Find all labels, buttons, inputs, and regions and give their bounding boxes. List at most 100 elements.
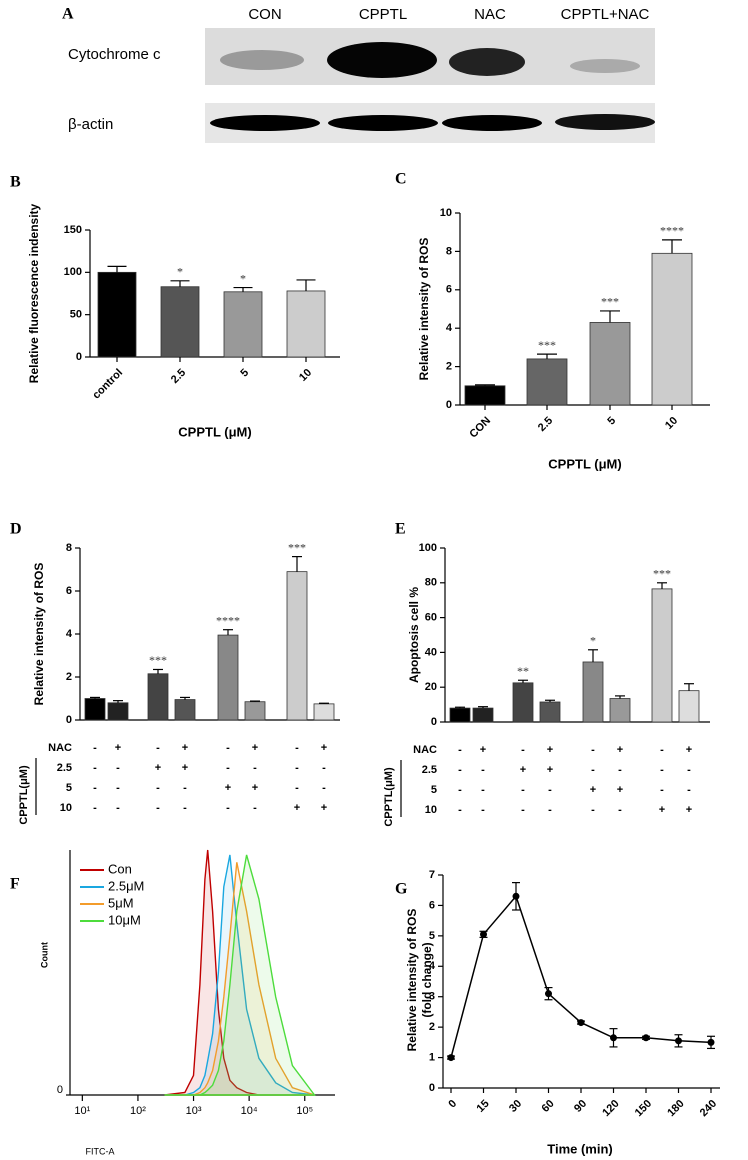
condition-mark: - bbox=[156, 802, 160, 814]
condition-mark: - bbox=[687, 764, 691, 776]
line bbox=[450, 894, 712, 1058]
panel-letter: D bbox=[10, 521, 22, 538]
condition-mark: - bbox=[93, 782, 97, 794]
significance: *** bbox=[149, 653, 167, 667]
condition-mark: - bbox=[458, 744, 462, 756]
x-axis-label: CPPTL (μM) bbox=[548, 456, 621, 471]
condition-mark: + bbox=[155, 762, 161, 774]
panel-letter: B bbox=[10, 174, 21, 191]
point bbox=[545, 990, 552, 998]
y-tick-label: 6 bbox=[66, 585, 72, 597]
condition-mark: - bbox=[591, 764, 595, 776]
legend-label: 5μM bbox=[108, 895, 134, 910]
condition-mark: - bbox=[521, 744, 525, 756]
condition-mark: - bbox=[156, 742, 160, 754]
legend-label: Con bbox=[108, 861, 132, 876]
bar bbox=[147, 673, 169, 721]
x-tick-label: 120 bbox=[600, 1098, 621, 1119]
bar bbox=[217, 634, 239, 721]
condition-mark: - bbox=[481, 804, 485, 816]
condition-mark: - bbox=[156, 782, 160, 794]
bar bbox=[84, 698, 106, 721]
condition-mark: - bbox=[253, 762, 257, 774]
x-tick-label: 60 bbox=[540, 1098, 557, 1115]
y-tick-label: 40 bbox=[425, 646, 437, 658]
point bbox=[707, 1038, 715, 1046]
point bbox=[642, 1034, 650, 1042]
y-axis-label: (fold change) bbox=[420, 942, 434, 1017]
bar bbox=[449, 707, 471, 723]
panel-letter: A bbox=[62, 6, 74, 23]
significance: *** bbox=[653, 567, 671, 581]
y-tick-label: 2 bbox=[429, 1021, 435, 1033]
x-tick-label: 180 bbox=[665, 1098, 686, 1119]
condition-mark: + bbox=[617, 744, 623, 756]
condition-mark: - bbox=[660, 764, 664, 776]
x-tick-label: 2.5 bbox=[169, 367, 188, 386]
panel-letter: G bbox=[395, 881, 408, 898]
significance: *** bbox=[601, 295, 619, 309]
condition-name: 10 bbox=[60, 802, 72, 814]
condition-mark: + bbox=[225, 782, 231, 794]
condition-mark: - bbox=[458, 784, 462, 796]
condition-mark: - bbox=[458, 804, 462, 816]
x-tick-label: 15 bbox=[475, 1098, 492, 1115]
y-tick-label: 6 bbox=[446, 284, 452, 296]
condition-name: NAC bbox=[413, 744, 437, 756]
condition-mark: + bbox=[252, 782, 258, 794]
x-tick-label: 10 bbox=[663, 415, 680, 432]
y-tick-label: 0 bbox=[76, 351, 82, 363]
x-tick-label: 5 bbox=[605, 415, 618, 428]
bar bbox=[651, 588, 673, 723]
x-tick-label: 150 bbox=[633, 1098, 654, 1119]
condition-mark: - bbox=[521, 784, 525, 796]
condition-mark: - bbox=[253, 802, 257, 814]
point bbox=[447, 1054, 455, 1062]
y-tick-label: 0 bbox=[431, 716, 437, 728]
condition-mark: - bbox=[116, 802, 120, 814]
condition-group: CPPTL(μM) bbox=[383, 767, 395, 827]
condition-name: 10 bbox=[425, 804, 437, 816]
point bbox=[577, 1019, 585, 1027]
point bbox=[610, 1034, 617, 1042]
significance: *** bbox=[538, 338, 556, 352]
x-tick-label: 5 bbox=[238, 367, 251, 380]
condition-mark: + bbox=[321, 802, 327, 814]
condition-name: 2.5 bbox=[422, 764, 437, 776]
y-tick-label: 7 bbox=[429, 869, 435, 881]
condition-group: CPPTL(μM) bbox=[18, 765, 30, 825]
x-tick-label: CON bbox=[467, 415, 493, 441]
condition-mark: - bbox=[295, 762, 299, 774]
x-tick-label: 2.5 bbox=[536, 415, 555, 434]
bar bbox=[539, 701, 561, 723]
x-tick-label: control bbox=[90, 367, 125, 402]
condition-mark: + bbox=[321, 742, 327, 754]
condition-mark: + bbox=[590, 784, 596, 796]
condition-mark: - bbox=[591, 744, 595, 756]
x-tick-label: 0 bbox=[446, 1098, 459, 1111]
panel-letter: E bbox=[395, 521, 406, 538]
y-tick-label: 60 bbox=[425, 612, 437, 624]
y-tick-label: 4 bbox=[446, 322, 453, 334]
y-axis-label: Apoptosis cell % bbox=[407, 587, 421, 683]
y-axis-label: Relative intensity of ROS bbox=[417, 238, 431, 381]
x-tick-label: 10⁵ bbox=[296, 1105, 313, 1117]
point bbox=[480, 930, 487, 938]
condition-mark: + bbox=[520, 764, 526, 776]
band bbox=[328, 115, 438, 131]
condition-mark: + bbox=[294, 802, 300, 814]
point bbox=[512, 892, 520, 900]
band bbox=[327, 42, 437, 78]
condition-name: 5 bbox=[431, 784, 437, 796]
bar bbox=[107, 702, 129, 721]
significance: **** bbox=[660, 224, 684, 238]
x-tick-label: 240 bbox=[698, 1098, 719, 1119]
x-tick-label: 10¹ bbox=[74, 1105, 90, 1117]
condition-mark: + bbox=[182, 742, 188, 754]
y-tick-label: 0 bbox=[57, 1084, 63, 1096]
y-tick-label: 150 bbox=[64, 224, 82, 236]
condition-mark: + bbox=[686, 804, 692, 816]
legend-label: 10μM bbox=[108, 912, 141, 927]
x-tick-label: 10³ bbox=[186, 1105, 202, 1117]
condition-mark: + bbox=[115, 742, 121, 754]
